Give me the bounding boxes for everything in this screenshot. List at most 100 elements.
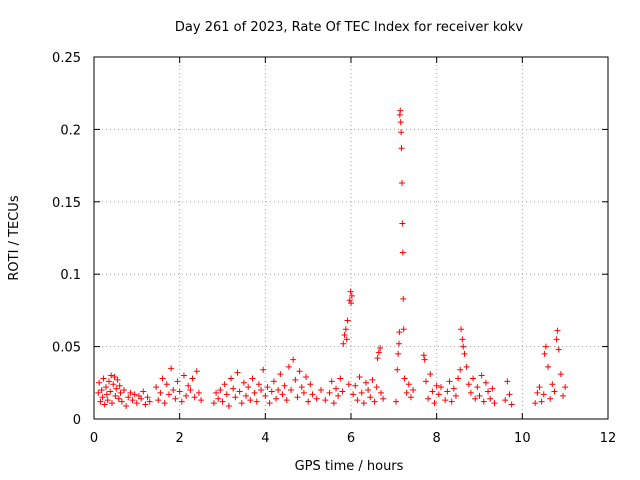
- data-point: [459, 336, 466, 343]
- data-point: [266, 400, 273, 407]
- data-point: [474, 384, 481, 391]
- data-point: [133, 400, 140, 407]
- data-point: [358, 389, 365, 396]
- data-point: [482, 379, 489, 386]
- data-point: [159, 375, 166, 382]
- data-point: [279, 391, 286, 398]
- data-point: [541, 350, 548, 357]
- data-point: [410, 387, 417, 394]
- data-point: [397, 119, 404, 126]
- data-point: [348, 300, 354, 307]
- data-point: [442, 397, 449, 404]
- data-point: [472, 395, 479, 402]
- data-point: [346, 297, 353, 304]
- data-point: [221, 381, 228, 388]
- x-tick-label: 8: [433, 431, 441, 446]
- data-point: [431, 400, 438, 407]
- data-point: [450, 385, 457, 392]
- data-point: [232, 394, 239, 401]
- data-point: [180, 372, 187, 379]
- data-point: [480, 398, 487, 405]
- data-point: [309, 391, 316, 398]
- data-point: [140, 388, 147, 395]
- data-point: [110, 381, 117, 388]
- data-point: [437, 384, 444, 391]
- data-point: [112, 392, 119, 399]
- data-point: [270, 378, 277, 385]
- data-point: [161, 400, 168, 407]
- data-point: [555, 346, 562, 353]
- data-point: [98, 387, 105, 394]
- data-point: [155, 397, 162, 404]
- data-point: [330, 400, 337, 407]
- data-point: [435, 391, 442, 398]
- data-point: [129, 397, 136, 404]
- data-point: [461, 350, 468, 357]
- data-point: [342, 326, 349, 333]
- data-point: [348, 292, 355, 299]
- data-point: [114, 376, 121, 383]
- data-point: [394, 366, 401, 373]
- data-point: [290, 356, 297, 363]
- data-point: [288, 387, 295, 394]
- data-point: [448, 398, 455, 405]
- data-point: [322, 397, 329, 404]
- data-point: [344, 317, 351, 324]
- data-point: [96, 379, 103, 386]
- data-point: [380, 395, 387, 402]
- data-point: [373, 384, 380, 391]
- data-point: [536, 384, 543, 391]
- data-point: [557, 371, 564, 378]
- y-tick-label: 0.15: [52, 196, 81, 211]
- data-point: [340, 340, 347, 347]
- data-point: [116, 382, 123, 389]
- data-point: [146, 398, 153, 405]
- data-point: [193, 368, 200, 375]
- chart-title: Day 261 of 2023, Rate Of TEC Index for r…: [175, 20, 523, 35]
- data-point: [163, 381, 170, 388]
- data-point: [335, 392, 342, 399]
- data-point: [350, 391, 357, 398]
- data-point: [421, 356, 428, 363]
- data-point: [504, 378, 511, 385]
- data-point: [111, 374, 118, 381]
- data-point: [538, 398, 545, 405]
- data-point: [452, 392, 459, 399]
- data-point: [283, 397, 290, 404]
- x-tick-label: 6: [347, 431, 355, 446]
- y-tick-label: 0.05: [52, 341, 81, 356]
- data-point: [144, 394, 151, 401]
- data-point: [506, 391, 513, 398]
- grid-lines: [94, 57, 608, 419]
- data-point: [365, 387, 372, 394]
- data-point: [444, 388, 451, 395]
- data-point: [508, 401, 515, 408]
- data-point: [153, 384, 160, 391]
- data-point: [534, 389, 541, 396]
- data-point: [328, 378, 335, 385]
- data-point: [120, 387, 127, 394]
- data-point: [455, 375, 462, 382]
- data-point: [554, 327, 561, 334]
- data-point: [178, 398, 185, 405]
- data-point: [260, 366, 267, 373]
- x-axis-label: GPS time / hours: [295, 459, 404, 474]
- data-point: [281, 382, 288, 389]
- plot-frame: [93, 56, 609, 420]
- data-point: [347, 288, 354, 295]
- data-point: [352, 382, 359, 389]
- data-point: [392, 398, 399, 405]
- data-point: [189, 375, 196, 382]
- data-point: [99, 394, 106, 401]
- data-point: [165, 391, 172, 398]
- data-point: [115, 395, 122, 402]
- data-point: [553, 336, 560, 343]
- data-point: [420, 352, 427, 359]
- data-point: [219, 398, 226, 405]
- data-point: [369, 376, 376, 383]
- data-point: [485, 388, 492, 395]
- data-point: [113, 385, 120, 392]
- data-point: [405, 381, 412, 388]
- data-point: [262, 392, 269, 399]
- data-point: [251, 389, 258, 396]
